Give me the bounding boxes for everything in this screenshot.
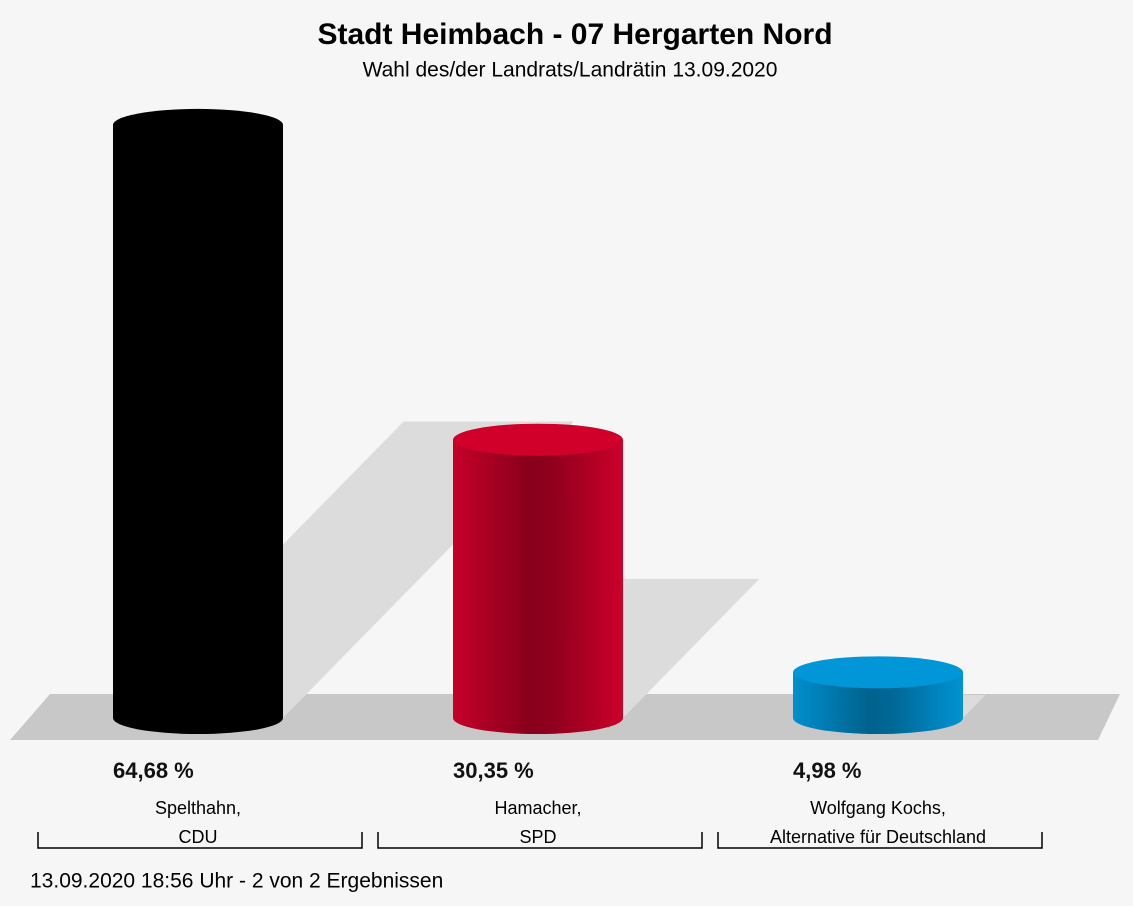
- x-tick-label: Hamacher, SPD: [494, 798, 582, 847]
- bar-shading: [793, 672, 963, 734]
- x-tick-label: Wolfgang Kochs, Alternative für Deutschl…: [769, 798, 987, 847]
- bar-shading: [113, 124, 283, 734]
- footer: 13.09.2020 18:56 Uhr - 2 von 2 Ergebniss…: [30, 870, 443, 893]
- x-tick-label: Spelthahn, CDU: [154, 798, 242, 847]
- chart-subtitle: Wahl des/der Landrats/Landrätin 13.09.20…: [363, 59, 778, 82]
- value-label: 64,68 %: [113, 758, 194, 783]
- bar-top: [113, 108, 283, 141]
- bar-top: [793, 656, 963, 689]
- value-label: 30,35 %: [453, 758, 534, 783]
- bar-shading: [453, 439, 623, 734]
- bracket: [717, 832, 1043, 849]
- value-label: 4,98 %: [793, 758, 862, 783]
- bracket: [377, 832, 703, 849]
- bar-top: [453, 423, 623, 456]
- chart-title: Stadt Heimbach - 07 Hergarten Nord: [317, 18, 832, 51]
- bracket: [37, 832, 363, 849]
